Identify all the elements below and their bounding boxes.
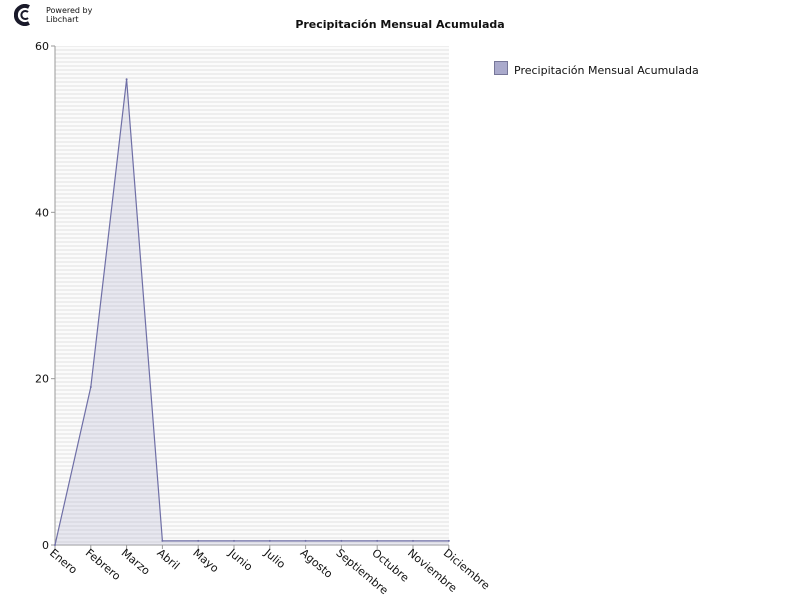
x-tick-label: Enero bbox=[47, 546, 80, 577]
x-tick-label: Febrero bbox=[83, 546, 123, 583]
libchart-branding bbox=[13, 4, 104, 30]
data-point bbox=[89, 385, 92, 388]
series-line bbox=[54, 79, 449, 546]
data-point bbox=[268, 539, 271, 542]
legend-swatch bbox=[494, 61, 508, 75]
x-tick-label: Marzo bbox=[119, 546, 153, 578]
data-point bbox=[340, 539, 343, 542]
powered-by-text: Powered by Libchart bbox=[46, 6, 92, 24]
powered-by-line: Powered by bbox=[46, 6, 93, 15]
data-point bbox=[197, 539, 200, 542]
y-tick-label: 0 bbox=[42, 539, 49, 552]
x-tick-label: Julio bbox=[261, 546, 288, 572]
libchart-name: Libchart bbox=[46, 15, 79, 24]
data-point bbox=[304, 539, 307, 542]
data-point bbox=[125, 78, 128, 81]
y-tick-label: 60 bbox=[35, 40, 49, 53]
chart-title: Precipitación Mensual Acumulada bbox=[295, 18, 505, 31]
x-tick-label: Agosto bbox=[298, 546, 336, 581]
x-tick-label: Junio bbox=[225, 546, 255, 574]
y-tick-label: 40 bbox=[35, 206, 49, 219]
legend-label: Precipitación Mensual Acumulada bbox=[514, 64, 699, 77]
data-point bbox=[233, 539, 235, 542]
libchart-logo-icon bbox=[13, 4, 30, 26]
y-tick-label: 20 bbox=[35, 373, 49, 386]
x-tick-label: Abril bbox=[154, 546, 182, 572]
data-point bbox=[54, 544, 56, 546]
x-tick-label: Mayo bbox=[190, 546, 221, 575]
data-point bbox=[161, 539, 164, 542]
data-point bbox=[447, 539, 450, 542]
data-point bbox=[412, 539, 414, 542]
data-point bbox=[376, 539, 379, 542]
